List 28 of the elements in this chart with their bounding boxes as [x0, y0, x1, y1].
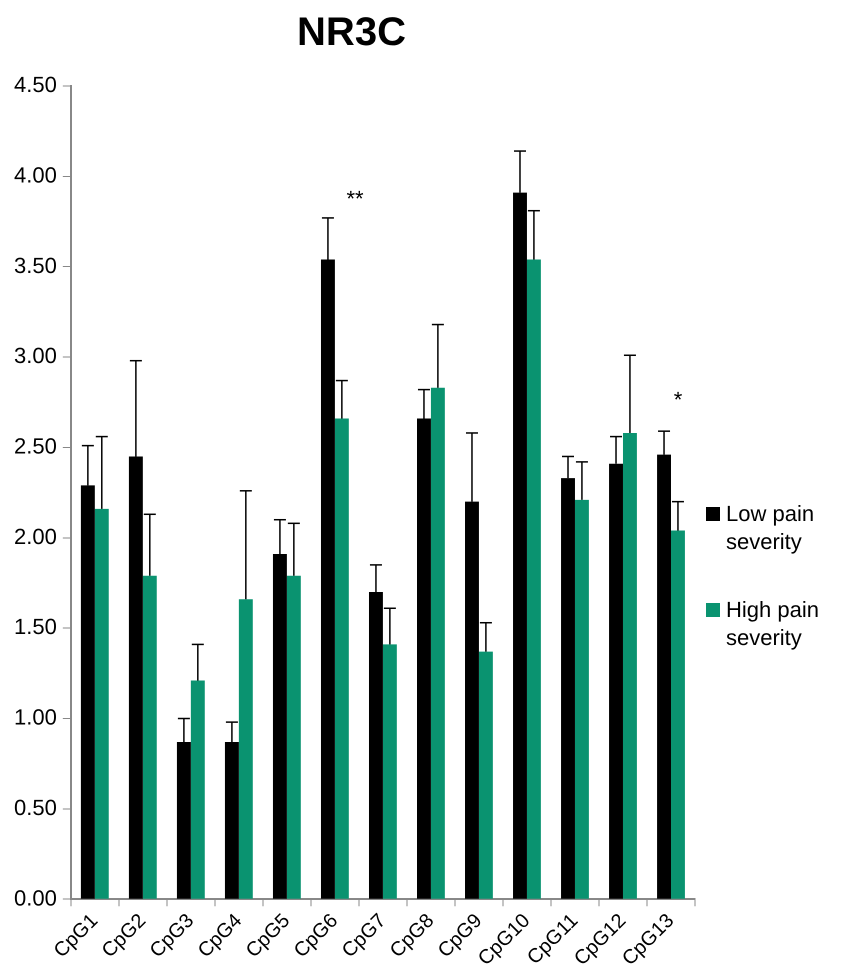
- annotation: **: [346, 186, 364, 212]
- y-tick-label: 1.50: [14, 614, 57, 640]
- bar: [286, 576, 301, 899]
- bar: [622, 432, 637, 899]
- bar: [382, 644, 397, 899]
- bar: [574, 500, 589, 899]
- bar: [238, 599, 253, 899]
- legend-label: High pain severity: [726, 596, 820, 652]
- y-tick-label: 3.50: [14, 252, 57, 278]
- y-tick-label: 4.50: [14, 72, 57, 98]
- y-tick-label: 0.00: [14, 885, 57, 910]
- chart-title: NR3C: [297, 10, 406, 54]
- y-tick-label: 4.00: [14, 162, 57, 188]
- bar: [430, 388, 445, 899]
- bar: [670, 530, 685, 899]
- y-tick-label: 2.00: [14, 524, 57, 549]
- bar: [334, 418, 349, 899]
- bar: [526, 259, 541, 899]
- y-tick-label: 1.00: [14, 704, 57, 730]
- bar: [142, 576, 157, 899]
- y-tick-label: 0.50: [14, 794, 57, 820]
- y-tick-label: 3.00: [14, 343, 57, 368]
- bar: [478, 652, 493, 899]
- bar: [190, 680, 205, 899]
- annotation: *: [674, 387, 683, 412]
- legend-label: Low pain severity: [726, 500, 816, 556]
- bar: [94, 508, 109, 899]
- y-tick-label: 2.50: [14, 433, 57, 458]
